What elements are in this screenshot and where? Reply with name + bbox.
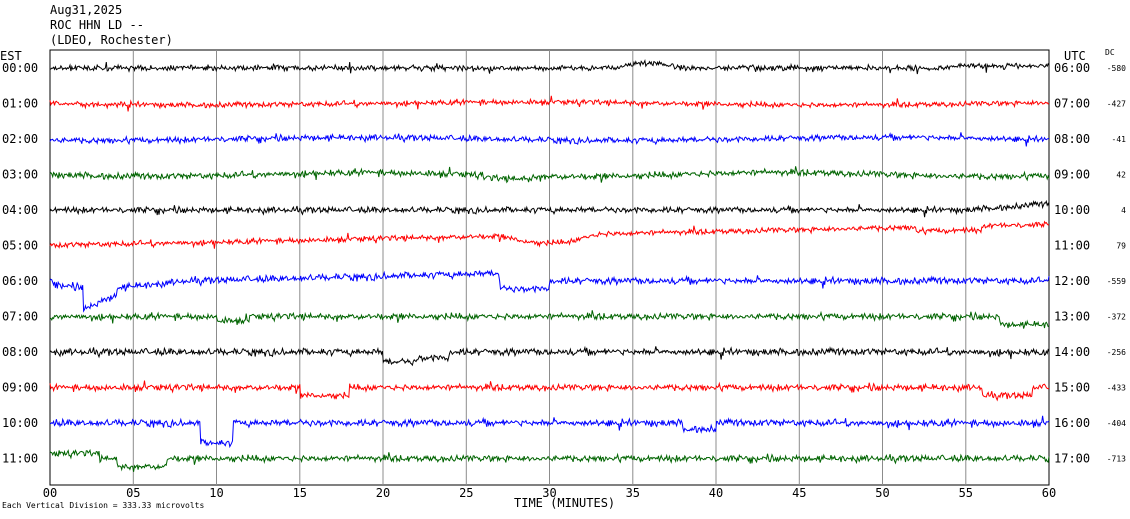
left-axis-label: EST <box>0 49 22 63</box>
est-hour-label: 00:00 <box>2 61 38 75</box>
dc-label: DC <box>1105 48 1115 57</box>
est-hour-label: 04:00 <box>2 203 38 217</box>
x-tick-label: 20 <box>376 486 390 500</box>
dc-value: -404 <box>1107 419 1126 428</box>
trace-4 <box>49 199 1050 218</box>
x-tick-label: 35 <box>626 486 640 500</box>
dc-value: -433 <box>1107 384 1126 393</box>
trace-1 <box>49 95 1050 112</box>
dc-value: -713 <box>1107 455 1126 464</box>
dc-value: -372 <box>1107 313 1126 322</box>
utc-hour-label: 15:00 <box>1054 381 1090 395</box>
network-name: (LDEO, Rochester) <box>50 33 173 47</box>
est-hour-label: 01:00 <box>2 97 38 111</box>
x-tick-label: 55 <box>959 486 973 500</box>
x-tick-label: 40 <box>709 486 723 500</box>
utc-hour-label: 12:00 <box>1054 274 1090 288</box>
x-axis-label: TIME (MINUTES) <box>514 496 616 510</box>
trace-5 <box>49 220 1050 250</box>
trace-7 <box>49 310 1050 329</box>
utc-hour-label: 11:00 <box>1054 239 1090 253</box>
trace-6 <box>49 268 1050 313</box>
dc-value: 42 <box>1116 171 1126 180</box>
est-hour-label: 09:00 <box>2 381 38 395</box>
x-tick-label: 60 <box>1042 486 1056 500</box>
dc-value: -41 <box>1112 135 1127 144</box>
est-hour-label: 03:00 <box>2 168 38 182</box>
dc-value: -427 <box>1107 100 1126 109</box>
utc-hour-label: 07:00 <box>1054 97 1090 111</box>
utc-hour-label: 09:00 <box>1054 168 1090 182</box>
utc-hour-label: 10:00 <box>1054 203 1090 217</box>
x-tick-label: 00 <box>43 486 57 500</box>
est-hour-label: 10:00 <box>2 416 38 430</box>
x-tick-label: 05 <box>126 486 140 500</box>
row-labels: 00:00 06:00 -580 01:00 07:00 -427 02:00 08:00 -4… <box>2 61 1126 466</box>
est-hour-label: 08:00 <box>2 345 38 359</box>
trace-2 <box>49 132 1050 147</box>
x-tick-label: 30 <box>542 486 556 500</box>
est-hour-label: 02:00 <box>2 132 38 146</box>
x-tick-label: 15 <box>293 486 307 500</box>
scale-footnote: Each Vertical Division = 333.33 microvol… <box>2 501 205 510</box>
trace-3 <box>49 166 1050 184</box>
trace-8 <box>49 345 1050 367</box>
dc-value: -559 <box>1107 277 1126 286</box>
est-hour-label: 11:00 <box>2 452 38 466</box>
trace-0 <box>49 58 1050 75</box>
utc-hour-label: 14:00 <box>1054 345 1090 359</box>
trace-11 <box>49 448 1050 472</box>
dc-value: 4 <box>1121 206 1126 215</box>
dc-value: -256 <box>1107 348 1126 357</box>
station-code: ROC HHN LD -- <box>50 18 144 32</box>
x-tick-label: 10 <box>209 486 223 500</box>
dc-value: -580 <box>1107 64 1126 73</box>
utc-hour-label: 13:00 <box>1054 310 1090 324</box>
x-tick-label: 25 <box>459 486 473 500</box>
est-hour-label: 05:00 <box>2 239 38 253</box>
seismic-traces <box>49 58 1050 472</box>
x-tick-labels: 00 05 10 15 20 25 30 35 40 45 50 55 60 <box>43 486 1056 500</box>
utc-hour-label: 16:00 <box>1054 416 1090 430</box>
x-tick-label: 45 <box>792 486 806 500</box>
utc-hour-label: 17:00 <box>1054 452 1090 466</box>
grid-lines <box>132 50 967 485</box>
est-hour-label: 07:00 <box>2 310 38 324</box>
right-axis-label: UTC <box>1064 49 1086 63</box>
utc-hour-label: 08:00 <box>1054 132 1090 146</box>
chart-date: Aug31,2025 <box>50 3 123 17</box>
trace-9 <box>49 380 1050 402</box>
est-hour-label: 06:00 <box>2 274 38 288</box>
utc-hour-label: 06:00 <box>1054 61 1090 75</box>
dc-value: 79 <box>1116 242 1126 251</box>
x-tick-label: 50 <box>875 486 889 500</box>
trace-10 <box>49 415 1050 449</box>
